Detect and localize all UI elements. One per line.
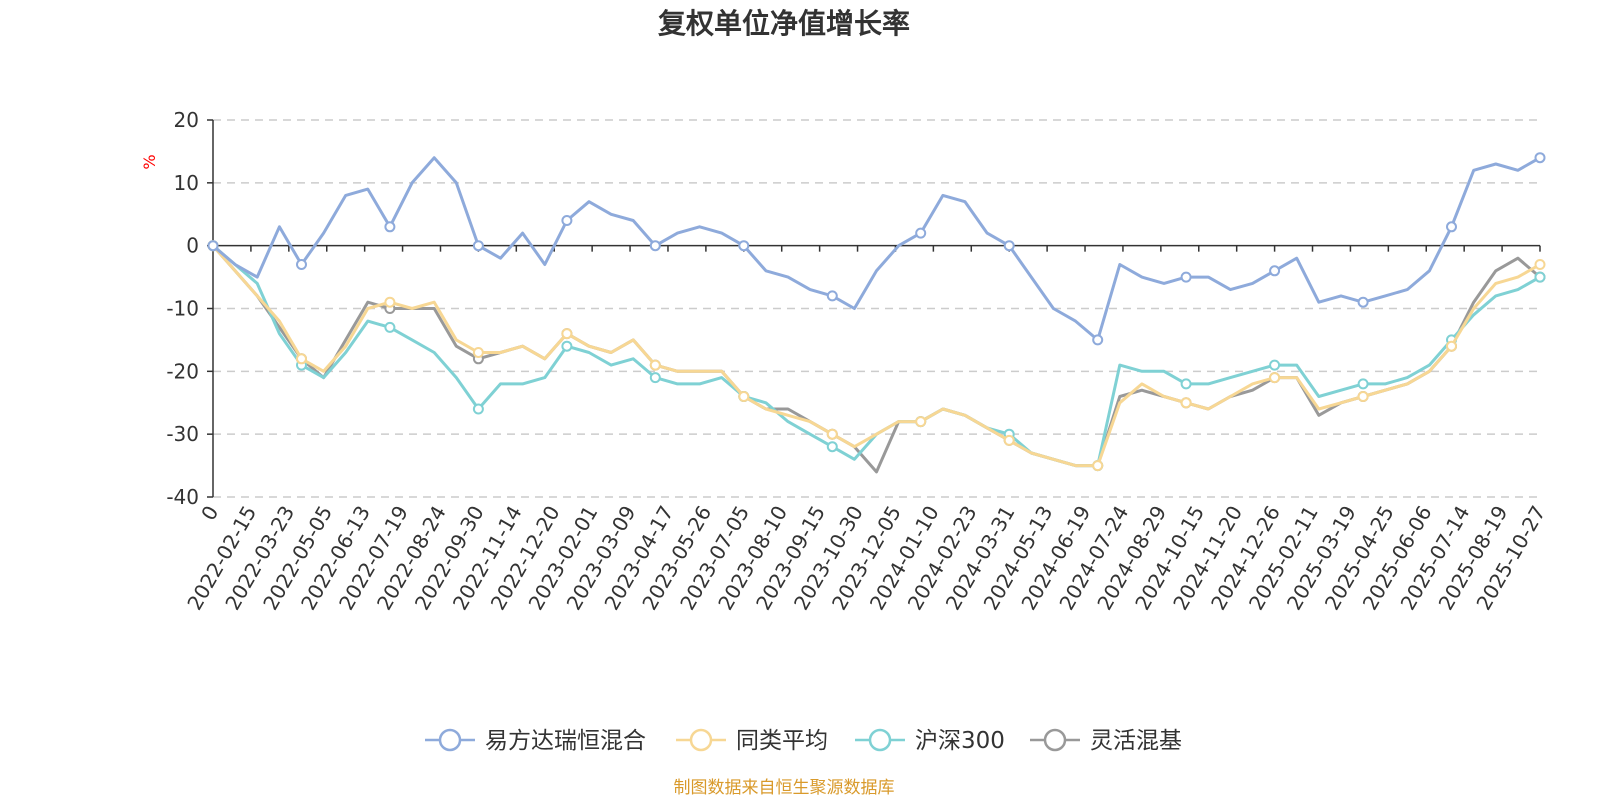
y-tick-label: 20 xyxy=(174,108,199,132)
data-point xyxy=(826,441,838,453)
data-point xyxy=(472,403,484,415)
data-point xyxy=(915,416,927,428)
legend-marker-icon xyxy=(438,728,462,752)
legend-label: 同类平均 xyxy=(736,728,828,754)
data-point xyxy=(1180,397,1192,409)
legend-marker-icon xyxy=(868,728,892,752)
series-lines xyxy=(207,152,1546,474)
data-point xyxy=(1446,340,1457,352)
legend-item-0[interactable]: 易方达瑞恒混合 xyxy=(425,728,646,754)
data-point xyxy=(472,240,484,252)
legend-marker-icon xyxy=(1043,728,1067,752)
y-tick-label: -40 xyxy=(166,485,199,509)
legend: 易方达瑞恒混合 同类平均 沪深300 灵活混基 xyxy=(425,728,1182,754)
legend-marker-icon xyxy=(689,728,713,752)
data-point xyxy=(915,227,927,239)
data-point xyxy=(649,372,661,384)
data-point xyxy=(1534,271,1546,283)
data-point xyxy=(561,328,573,340)
series-line-0 xyxy=(212,156,1541,342)
data-source-note: 制图数据来自恒生聚源数据库 xyxy=(674,778,895,798)
y-tick-label: -30 xyxy=(166,422,199,446)
data-point xyxy=(1269,359,1281,371)
legend-label: 易方达瑞恒混合 xyxy=(485,728,646,754)
data-point xyxy=(1092,460,1104,472)
data-point xyxy=(1180,271,1192,283)
legend-label: 沪深300 xyxy=(915,728,1005,754)
legend-item-2[interactable]: 沪深300 xyxy=(855,728,1005,754)
chart-title: 复权单位净值增长率 xyxy=(658,7,910,40)
data-point xyxy=(738,391,750,402)
data-point xyxy=(649,240,661,252)
data-point xyxy=(384,321,396,333)
data-point xyxy=(384,221,396,233)
y-axis: 20 10 0 -10 -20 -30 -40 xyxy=(166,108,214,509)
data-point xyxy=(207,240,219,252)
data-point xyxy=(1003,240,1015,252)
legend-label: 灵活混基 xyxy=(1090,728,1182,754)
data-point xyxy=(472,347,484,358)
data-point xyxy=(649,359,661,371)
y-tick-label: 0 xyxy=(186,234,199,258)
series-line-1 xyxy=(211,244,1541,468)
y-tick-label: 10 xyxy=(174,171,199,195)
data-point xyxy=(1534,259,1546,270)
y-tick-label: -10 xyxy=(166,297,199,321)
data-point xyxy=(738,240,750,252)
data-point xyxy=(296,353,307,365)
data-point xyxy=(1269,265,1281,277)
data-point xyxy=(1180,378,1192,390)
x-tick-label: 0 xyxy=(196,502,223,525)
data-point xyxy=(826,428,838,440)
data-point xyxy=(1269,372,1281,384)
data-point xyxy=(561,340,573,352)
y-axis-label: % xyxy=(140,154,159,169)
data-point xyxy=(1003,434,1015,446)
data-point xyxy=(384,296,396,308)
y-tick-label: -20 xyxy=(166,359,199,383)
legend-item-1[interactable]: 同类平均 xyxy=(676,728,828,754)
data-point xyxy=(1446,221,1457,233)
data-point xyxy=(296,259,307,270)
data-point xyxy=(1357,378,1369,390)
data-point xyxy=(1357,296,1369,308)
series-line-3 xyxy=(211,244,1541,474)
data-point xyxy=(1357,391,1369,402)
data-point xyxy=(1534,152,1546,164)
data-point xyxy=(826,290,838,302)
legend-item-3[interactable]: 灵活混基 xyxy=(1030,728,1182,754)
data-point xyxy=(1092,334,1104,346)
data-point xyxy=(561,215,573,226)
